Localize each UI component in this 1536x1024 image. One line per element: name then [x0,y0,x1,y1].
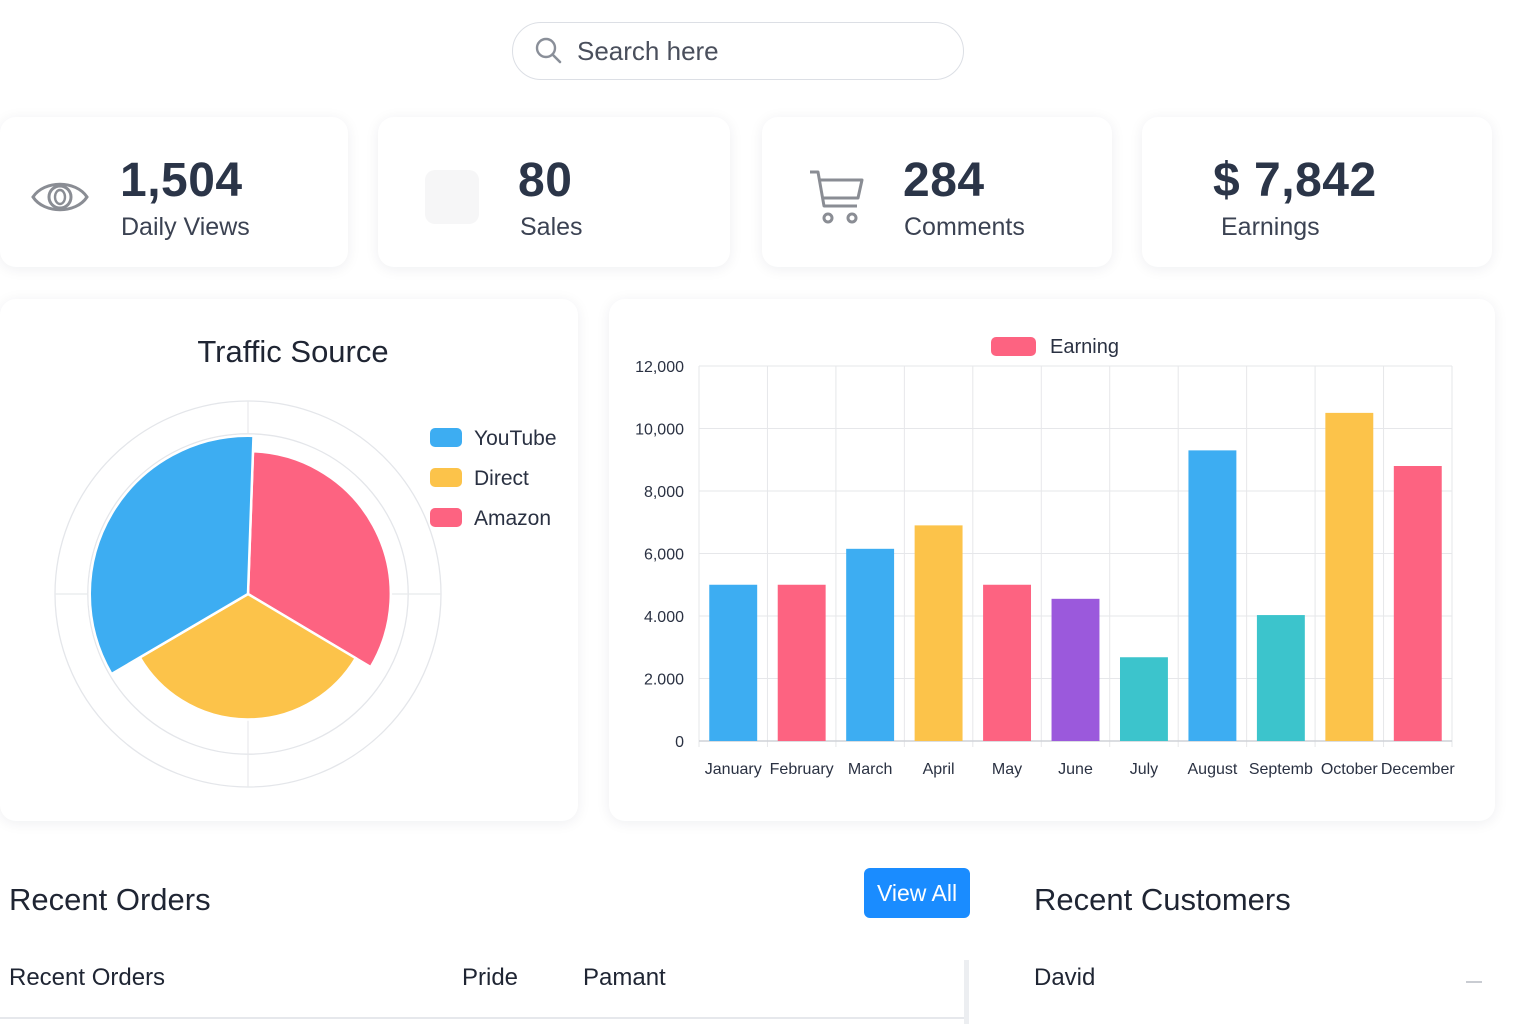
legend-swatch [430,508,462,527]
y-tick-label: 0 [675,734,684,751]
stat-card-comments: 284 Comments [762,117,1112,267]
legend-label: YouTube [474,427,557,450]
search-bar[interactable] [512,22,964,80]
eye-icon [30,167,90,227]
pie-slice-youtube[interactable] [88,434,255,676]
y-tick-label: 10,000 [635,422,684,439]
search-icon [535,37,562,64]
stat-card-sales: 80 Sales [378,117,730,267]
view-all-button[interactable]: View All [864,868,970,918]
stat-label: Sales [520,213,583,241]
pie-slice-amazon[interactable] [246,449,393,669]
stat-card-earnings: $ 7,842 Earnings [1142,117,1492,267]
y-tick-label: 4.000 [644,609,684,626]
bar-december[interactable] [1393,466,1442,741]
y-tick-label: 2.000 [644,672,684,689]
bar-february[interactable] [777,584,826,741]
bar-july[interactable] [1119,657,1168,741]
x-tick-label: October [1321,761,1379,778]
bar-septemb[interactable] [1256,615,1305,741]
stat-label: Daily Views [121,213,250,241]
x-tick-label: May [992,761,1022,778]
table-header-pamant: Pamant [583,964,666,991]
cart-icon [806,167,866,227]
collapse-icon[interactable] [1466,981,1482,983]
pie-slice-direct[interactable] [138,592,358,721]
x-tick-label: July [1130,761,1158,778]
stat-value: 1,504 [120,154,243,207]
table-divider [0,1017,964,1019]
recent-customers-title: Recent Customers [1034,882,1291,917]
customer-name[interactable]: David [1034,964,1096,991]
legend-swatch [430,428,462,447]
legend-label: Earning [1050,336,1119,358]
recent-orders-title: Recent Orders [9,882,211,917]
x-tick-label: February [770,761,834,778]
stat-label: Earnings [1221,213,1320,241]
bar-october[interactable] [1325,412,1374,741]
stat-card-daily-views: 1,504 Daily Views [0,117,348,267]
bar-may[interactable] [983,584,1032,741]
legend-label: Amazon [474,507,551,530]
y-tick-label: 6,000 [644,547,684,564]
x-tick-label: December [1381,761,1455,778]
bar-august[interactable] [1188,450,1237,741]
bar-january[interactable] [709,584,758,741]
stat-value: 80 [518,154,573,207]
x-tick-label: Septemb [1249,761,1313,778]
earning-chart: 0 2.000 4.000 6,000 8,000 10,000 12,000 January… [635,336,1455,778]
earning-chart-card: 0 2.000 4.000 6,000 8,000 10,000 12,000 January… [609,299,1495,821]
y-tick-label: 12,000 [635,359,684,376]
chart-title: Traffic Source [197,334,388,369]
traffic-source-card: Traffic Source YouTube Direct Amazon [0,299,578,821]
table-header-orders: Recent Orders [9,964,166,991]
y-tick-label: 8,000 [644,484,684,501]
x-tick-label: March [848,761,892,778]
table-header-pride: Pride [462,964,519,991]
stat-label: Comments [904,213,1025,241]
legend-swatch [430,468,462,487]
x-tick-label: April [923,761,955,778]
x-tick-label: January [705,761,762,778]
traffic-source-chart: Traffic Source YouTube Direct Amazon [54,334,557,788]
blank-icon [422,167,482,227]
legend-label: Direct [474,467,529,490]
stat-value: 284 [903,154,985,207]
search-input[interactable] [577,35,937,67]
bar-march[interactable] [846,548,895,741]
panel-divider [964,960,969,1024]
legend-swatch [991,337,1036,356]
bar-june[interactable] [1051,598,1100,741]
stat-value: $ 7,842 [1213,154,1377,207]
x-tick-label: June [1058,761,1093,778]
x-tick-label: August [1188,761,1238,778]
bar-april[interactable] [914,525,963,741]
